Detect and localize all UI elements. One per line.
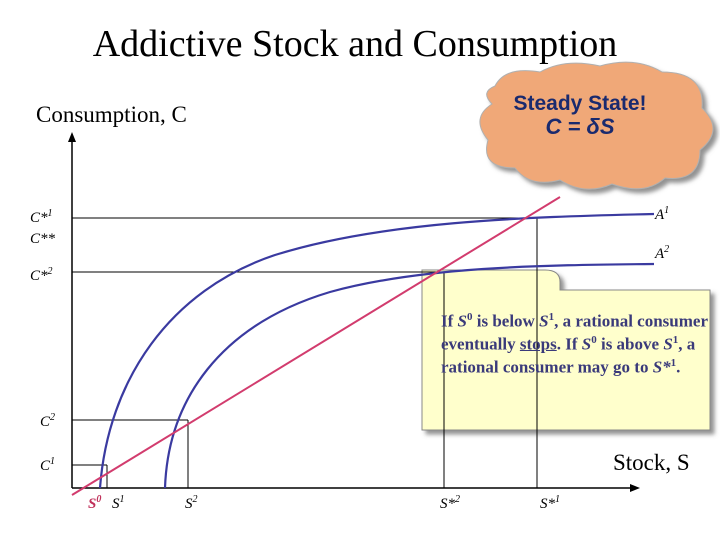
x-axis-arrow [630, 484, 640, 492]
consumption-curve-a1 [98, 212, 655, 489]
y-tick-c-star-2: C*2 [30, 266, 53, 284]
y-tick-c-star-star: C** [30, 231, 56, 247]
steady-state-heading: Steady State! [513, 92, 647, 115]
y-axis-label: Consumption, C [36, 102, 187, 127]
x-tick-s-star-1: S*1 [540, 494, 560, 512]
y-axis-arrow [68, 132, 76, 142]
note-text: If S0 is below S1, a rational consumer e… [441, 311, 708, 377]
y-tick-c-2: C2 [40, 412, 56, 430]
note-box [421, 269, 711, 431]
curve-label-a2: A2 [655, 244, 670, 262]
x-tick-s-star-2: S*2 [440, 494, 460, 512]
y-tick-c-star-1: C*1 [30, 208, 53, 226]
stops-word: stops [519, 334, 557, 354]
x-tick-s-2: S2 [185, 494, 198, 512]
guide-lines [72, 217, 538, 488]
steady-state-equation: C = δS [545, 114, 615, 140]
slide-title: Addictive Stock and Consumption [92, 23, 618, 65]
y-tick-c-1: C1 [40, 456, 56, 474]
x-tick-s-1: S1 [112, 494, 125, 512]
steady-state-text: Steady State! C = δS [480, 92, 680, 139]
x-tick-s-0: S0 [88, 494, 102, 512]
curve-label-a1: A1 [655, 205, 670, 223]
steady-state-cloud [479, 61, 714, 190]
steady-state-line [71, 196, 561, 496]
x-axis-label: Stock, S [613, 450, 690, 475]
consumption-curve-a2 [163, 262, 655, 489]
